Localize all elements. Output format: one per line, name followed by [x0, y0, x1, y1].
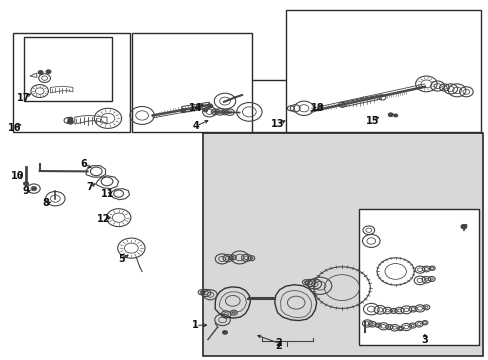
Text: 13: 13	[270, 120, 284, 129]
Circle shape	[32, 187, 36, 190]
Circle shape	[393, 114, 397, 117]
Text: 9: 9	[22, 186, 29, 197]
Circle shape	[207, 104, 212, 108]
Bar	[24, 37, 112, 101]
Bar	[358, 209, 478, 345]
Circle shape	[67, 120, 73, 124]
Text: 10: 10	[11, 171, 24, 181]
Circle shape	[222, 330, 227, 334]
Text: 1: 1	[192, 320, 199, 330]
Text: 17: 17	[17, 93, 31, 103]
Bar	[200, 80, 320, 132]
Circle shape	[180, 109, 185, 112]
Circle shape	[203, 109, 207, 112]
Text: 6: 6	[80, 159, 87, 169]
Text: 8: 8	[42, 198, 49, 208]
Text: 2: 2	[275, 341, 282, 351]
Circle shape	[460, 225, 466, 229]
Bar	[285, 10, 480, 132]
Text: 5: 5	[118, 254, 125, 264]
Text: 4: 4	[192, 121, 199, 131]
Text: 11: 11	[101, 189, 115, 199]
Text: 12: 12	[97, 215, 111, 224]
Text: 3: 3	[421, 334, 427, 345]
Text: 7: 7	[86, 182, 93, 192]
Circle shape	[46, 70, 51, 73]
Bar	[13, 33, 130, 132]
Circle shape	[38, 71, 43, 74]
Text: 18: 18	[310, 103, 324, 113]
Text: 2: 2	[275, 338, 282, 348]
Text: 14: 14	[188, 103, 202, 113]
Circle shape	[68, 117, 73, 121]
Bar	[203, 134, 483, 356]
Circle shape	[23, 182, 28, 185]
Text: 16: 16	[8, 123, 21, 133]
Bar	[132, 33, 251, 132]
Text: 15: 15	[365, 116, 378, 126]
Circle shape	[387, 113, 392, 117]
